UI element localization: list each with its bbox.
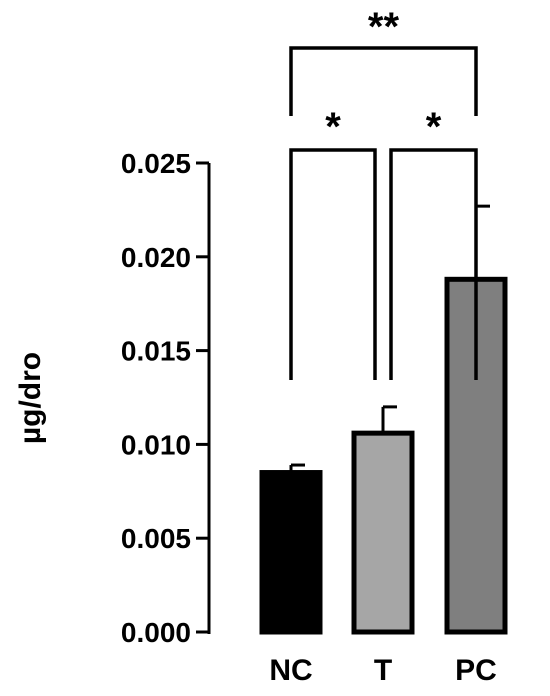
y-tick-label: 0.000 bbox=[121, 617, 191, 648]
significance-bracket-nc-t bbox=[289, 148, 377, 380]
y-axis: 0.000 0.005 0.010 0.015 0.020 0.025 bbox=[121, 148, 211, 648]
y-tick-label: 0.010 bbox=[121, 429, 191, 460]
bar-nc bbox=[259, 470, 323, 635]
x-label-nc: NC bbox=[269, 654, 312, 687]
significance-bracket-t-pc bbox=[389, 148, 478, 380]
x-label-pc: PC bbox=[455, 654, 497, 687]
significance-bracket-nc-pc bbox=[289, 46, 478, 116]
y-tick-label: 0.015 bbox=[121, 336, 191, 367]
y-tick-label: 0.005 bbox=[121, 523, 191, 554]
y-axis-title: µg/dro bbox=[14, 352, 47, 444]
significance-label: ** bbox=[368, 5, 400, 49]
y-tick-label: 0.020 bbox=[121, 242, 191, 273]
x-axis-labels: NC T PC bbox=[269, 654, 497, 687]
significance-brackets: * *** bbox=[289, 5, 478, 380]
y-tick-label: 0.025 bbox=[121, 148, 191, 179]
significance-label: * bbox=[426, 105, 442, 149]
significance-label: * bbox=[325, 105, 341, 149]
bars bbox=[259, 204, 508, 635]
x-label-t: T bbox=[374, 654, 392, 687]
bar-t bbox=[351, 430, 415, 635]
